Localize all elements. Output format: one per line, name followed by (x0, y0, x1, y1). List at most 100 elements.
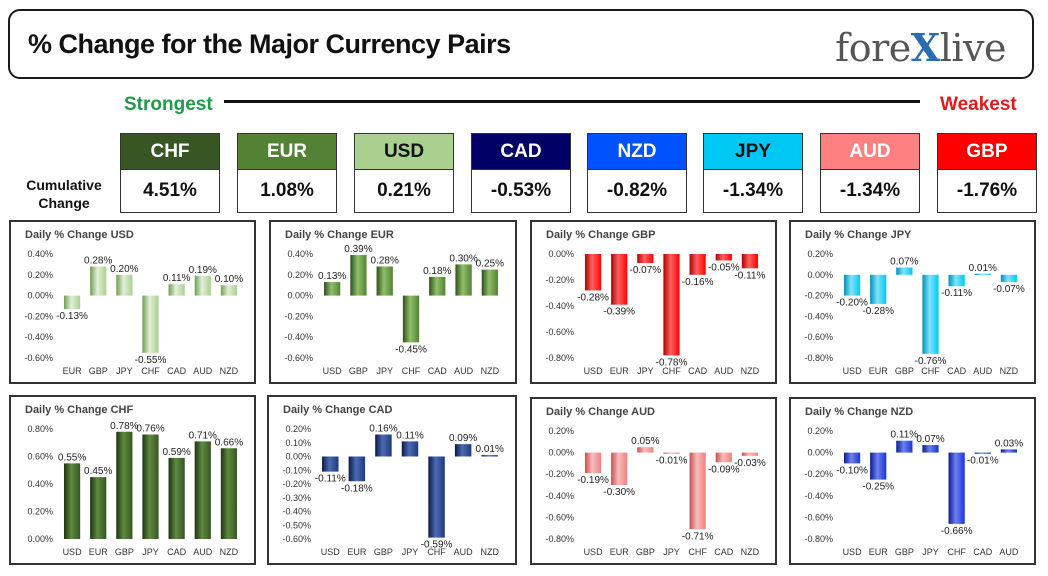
data-label: -0.03% (734, 458, 766, 469)
bar-chf (948, 452, 965, 524)
bar-jpy (116, 274, 133, 296)
data-label: 0.16% (369, 424, 397, 435)
chart-title: Daily % Change NZD (805, 406, 914, 418)
x-tick-label: CAD (688, 366, 708, 376)
data-label: 0.45% (84, 466, 112, 477)
y-tick-label: 0.00% (548, 448, 574, 458)
bar-usd (322, 456, 339, 472)
data-label: -0.59% (421, 540, 453, 551)
y-tick-label: -0.20% (24, 311, 53, 321)
y-tick-label: 0.40% (287, 249, 313, 259)
x-tick-label: NZD (741, 366, 760, 376)
y-tick-label: 0.20% (285, 424, 311, 434)
bar-gbp (116, 431, 133, 539)
bar-usd (843, 274, 861, 296)
brand-left: fore (835, 26, 911, 70)
bar-aud (1000, 449, 1018, 453)
cumulative-label-line1: Cumulative (26, 177, 102, 193)
x-tick-label: NZD (220, 547, 239, 557)
x-tick-label: CHF (921, 366, 940, 376)
x-tick-label: AUD (193, 366, 213, 376)
bar-eur (611, 452, 628, 485)
bar-eur (870, 452, 887, 480)
y-tick-label: 0.80% (27, 424, 53, 434)
brand-right: live (939, 26, 1007, 70)
bar-jpy (142, 434, 159, 539)
bar-aud (194, 275, 211, 296)
currency-card-eur: EUR 1.08% (237, 133, 337, 213)
chart-panel-gbp: Daily % Change GBP 0.00% -0.20% -0.40% -0.6… (530, 220, 777, 384)
data-label: 0.28% (371, 255, 399, 266)
chart-panel-eur: Daily % Change EUR 0.40% 0.20% 0.00% -0.20%… (269, 220, 517, 384)
bar-jpy (376, 266, 393, 296)
x-tick-label: AUD (714, 366, 734, 376)
currency-cumulative-value: -0.82% (587, 170, 687, 213)
x-tick-label: EUR (610, 547, 630, 557)
y-tick-label: -0.40% (804, 491, 833, 501)
bar-jpy (637, 254, 654, 264)
x-tick-label: GBP (374, 547, 393, 557)
bar-jpy (663, 452, 680, 454)
currency-code: NZD (587, 133, 687, 170)
x-tick-label: JPY (116, 366, 133, 376)
x-tick-label: USD (584, 366, 604, 376)
x-tick-label: NZD (481, 366, 500, 376)
data-label: 0.55% (58, 452, 86, 463)
data-label: -0.01% (656, 456, 688, 467)
y-tick-label: 0.00% (287, 291, 313, 301)
y-tick-label: 0.00% (807, 448, 833, 458)
y-tick-label: -0.20% (284, 311, 313, 321)
data-label: -0.18% (341, 483, 373, 494)
x-tick-label: CAD (714, 547, 734, 557)
cumulative-label-line2: Change (38, 195, 90, 211)
bar-cad (429, 276, 446, 296)
currency-cumulative-value: 1.08% (237, 170, 337, 213)
bar-chf (402, 295, 420, 343)
x-tick-label: USD (323, 366, 343, 376)
x-tick-label: JPY (922, 547, 939, 557)
y-tick-label: 0.00% (285, 452, 311, 462)
bar-chf (428, 456, 445, 538)
y-tick-label: -0.40% (284, 332, 313, 342)
data-label: 0.01% (476, 444, 504, 455)
y-tick-label: 0.20% (27, 507, 53, 517)
y-tick-label: -0.50% (282, 520, 311, 530)
data-label: 0.07% (890, 257, 918, 268)
data-label: -0.28% (577, 292, 609, 303)
y-tick-label: -0.60% (804, 512, 833, 522)
bar-eur (348, 456, 366, 482)
currency-cumulative-value: -0.53% (471, 170, 571, 213)
x-tick-label: GBP (895, 547, 914, 557)
x-tick-label: AUD (999, 547, 1019, 557)
x-tick-label: EUR (89, 547, 109, 557)
chart-svg-gbp: 0.00% -0.20% -0.40% -0.60% -0.80% -0.28% USD -0… (545, 249, 765, 376)
data-label: -0.10% (836, 465, 868, 476)
data-label: 0.78% (110, 421, 138, 432)
bar-aud (454, 444, 472, 457)
y-tick-label: -0.40% (282, 507, 311, 517)
bar-eur (90, 477, 107, 539)
x-tick-label: GBP (895, 366, 914, 376)
x-tick-label: JPY (402, 547, 419, 557)
data-label: -0.11% (315, 474, 346, 485)
y-tick-label: 0.00% (548, 249, 574, 259)
y-tick-label: -0.80% (804, 534, 833, 544)
bar-cad (168, 284, 185, 296)
chart-panel-usd: Daily % Change USD 0.40% 0.20% 0.00% -0.20%… (9, 220, 256, 384)
x-tick-label: CHF (688, 547, 707, 557)
bar-gbp (90, 266, 107, 296)
y-tick-label: -0.40% (24, 332, 53, 342)
data-label: 0.18% (423, 266, 451, 277)
data-label: -0.71% (682, 531, 714, 542)
bar-usd (323, 282, 341, 296)
x-tick-label: EUR (869, 366, 889, 376)
data-label: 0.25% (476, 259, 504, 270)
x-tick-label: NZD (480, 547, 499, 557)
x-tick-label: GBP (89, 366, 108, 376)
y-tick-label: 0.00% (27, 291, 53, 301)
y-tick-label: -0.20% (545, 275, 574, 285)
chart-title: Daily % Change JPY (805, 229, 912, 241)
data-label: 0.09% (449, 433, 477, 444)
chart-panel-nzd: Daily % Change NZD 0.20% 0.00% -0.20% -0.40… (789, 397, 1036, 565)
data-label: -0.25% (862, 482, 894, 493)
